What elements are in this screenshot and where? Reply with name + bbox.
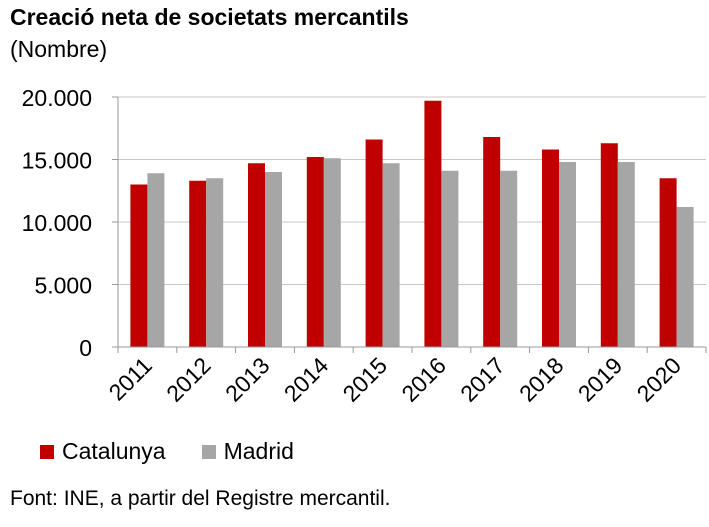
- bar-madrid-2016: [441, 170, 459, 347]
- x-tick-label-2015: 2015: [338, 352, 393, 407]
- x-tick-label-2019: 2019: [573, 352, 628, 407]
- x-tick-label-2020: 2020: [632, 352, 687, 407]
- legend-swatch-madrid: [201, 444, 216, 459]
- chart-subtitle: (Nombre): [10, 36, 108, 62]
- bar-catalunya-2013: [248, 163, 265, 347]
- x-tick-label-2016: 2016: [396, 352, 451, 407]
- bar-catalunya-2016: [424, 100, 442, 347]
- bar-catalunya-2017: [483, 137, 501, 347]
- x-tick-label-2014: 2014: [279, 352, 334, 407]
- x-tick-label-2011: 2011: [104, 352, 157, 405]
- legend-item-madrid: Madrid: [201, 438, 294, 465]
- bar-madrid-2011: [147, 173, 165, 347]
- x-tick-label-2018: 2018: [514, 352, 569, 407]
- bar-catalunya-2011: [130, 184, 148, 347]
- bar-madrid-2020: [676, 207, 694, 347]
- bar-madrid-2014: [323, 158, 341, 347]
- legend-item-catalunya: Catalunya: [40, 438, 166, 465]
- y-tick-label-4: 20.000: [22, 85, 92, 111]
- x-tick-label-2017: 2017: [455, 352, 510, 407]
- chart-title: Creació neta de societats mercantils: [10, 4, 409, 30]
- y-tick-label-3: 15.000: [22, 148, 92, 174]
- bar-catalunya-2012: [189, 180, 207, 347]
- bar-madrid-2018: [559, 162, 576, 347]
- bar-catalunya-2018: [542, 149, 559, 347]
- y-tick-label-1: 5.000: [34, 273, 92, 299]
- bar-madrid-2019: [617, 162, 635, 347]
- bar-catalunya-2019: [600, 143, 618, 347]
- bar-catalunya-2020: [659, 178, 677, 347]
- legend-swatch-catalunya: [40, 444, 54, 459]
- legend-label-madrid: Madrid: [223, 438, 294, 464]
- legend-label-catalunya: Catalunya: [62, 438, 166, 464]
- x-tick-label-2013: 2013: [220, 352, 275, 407]
- source-note: Font: INE, a partir del Registre mercant…: [10, 487, 391, 510]
- y-tick-label-2: 10.000: [22, 210, 92, 236]
- chart-legend: Catalunya Madrid: [40, 438, 330, 465]
- x-tick-label-2012: 2012: [161, 352, 216, 407]
- bar-madrid-2012: [206, 178, 224, 347]
- y-tick-label-0: 0: [79, 335, 92, 361]
- bar-madrid-2013: [265, 172, 282, 347]
- bar-catalunya-2014: [306, 157, 324, 347]
- bar-madrid-2015: [382, 163, 400, 347]
- bar-madrid-2017: [500, 170, 518, 347]
- bar-catalunya-2015: [365, 139, 383, 347]
